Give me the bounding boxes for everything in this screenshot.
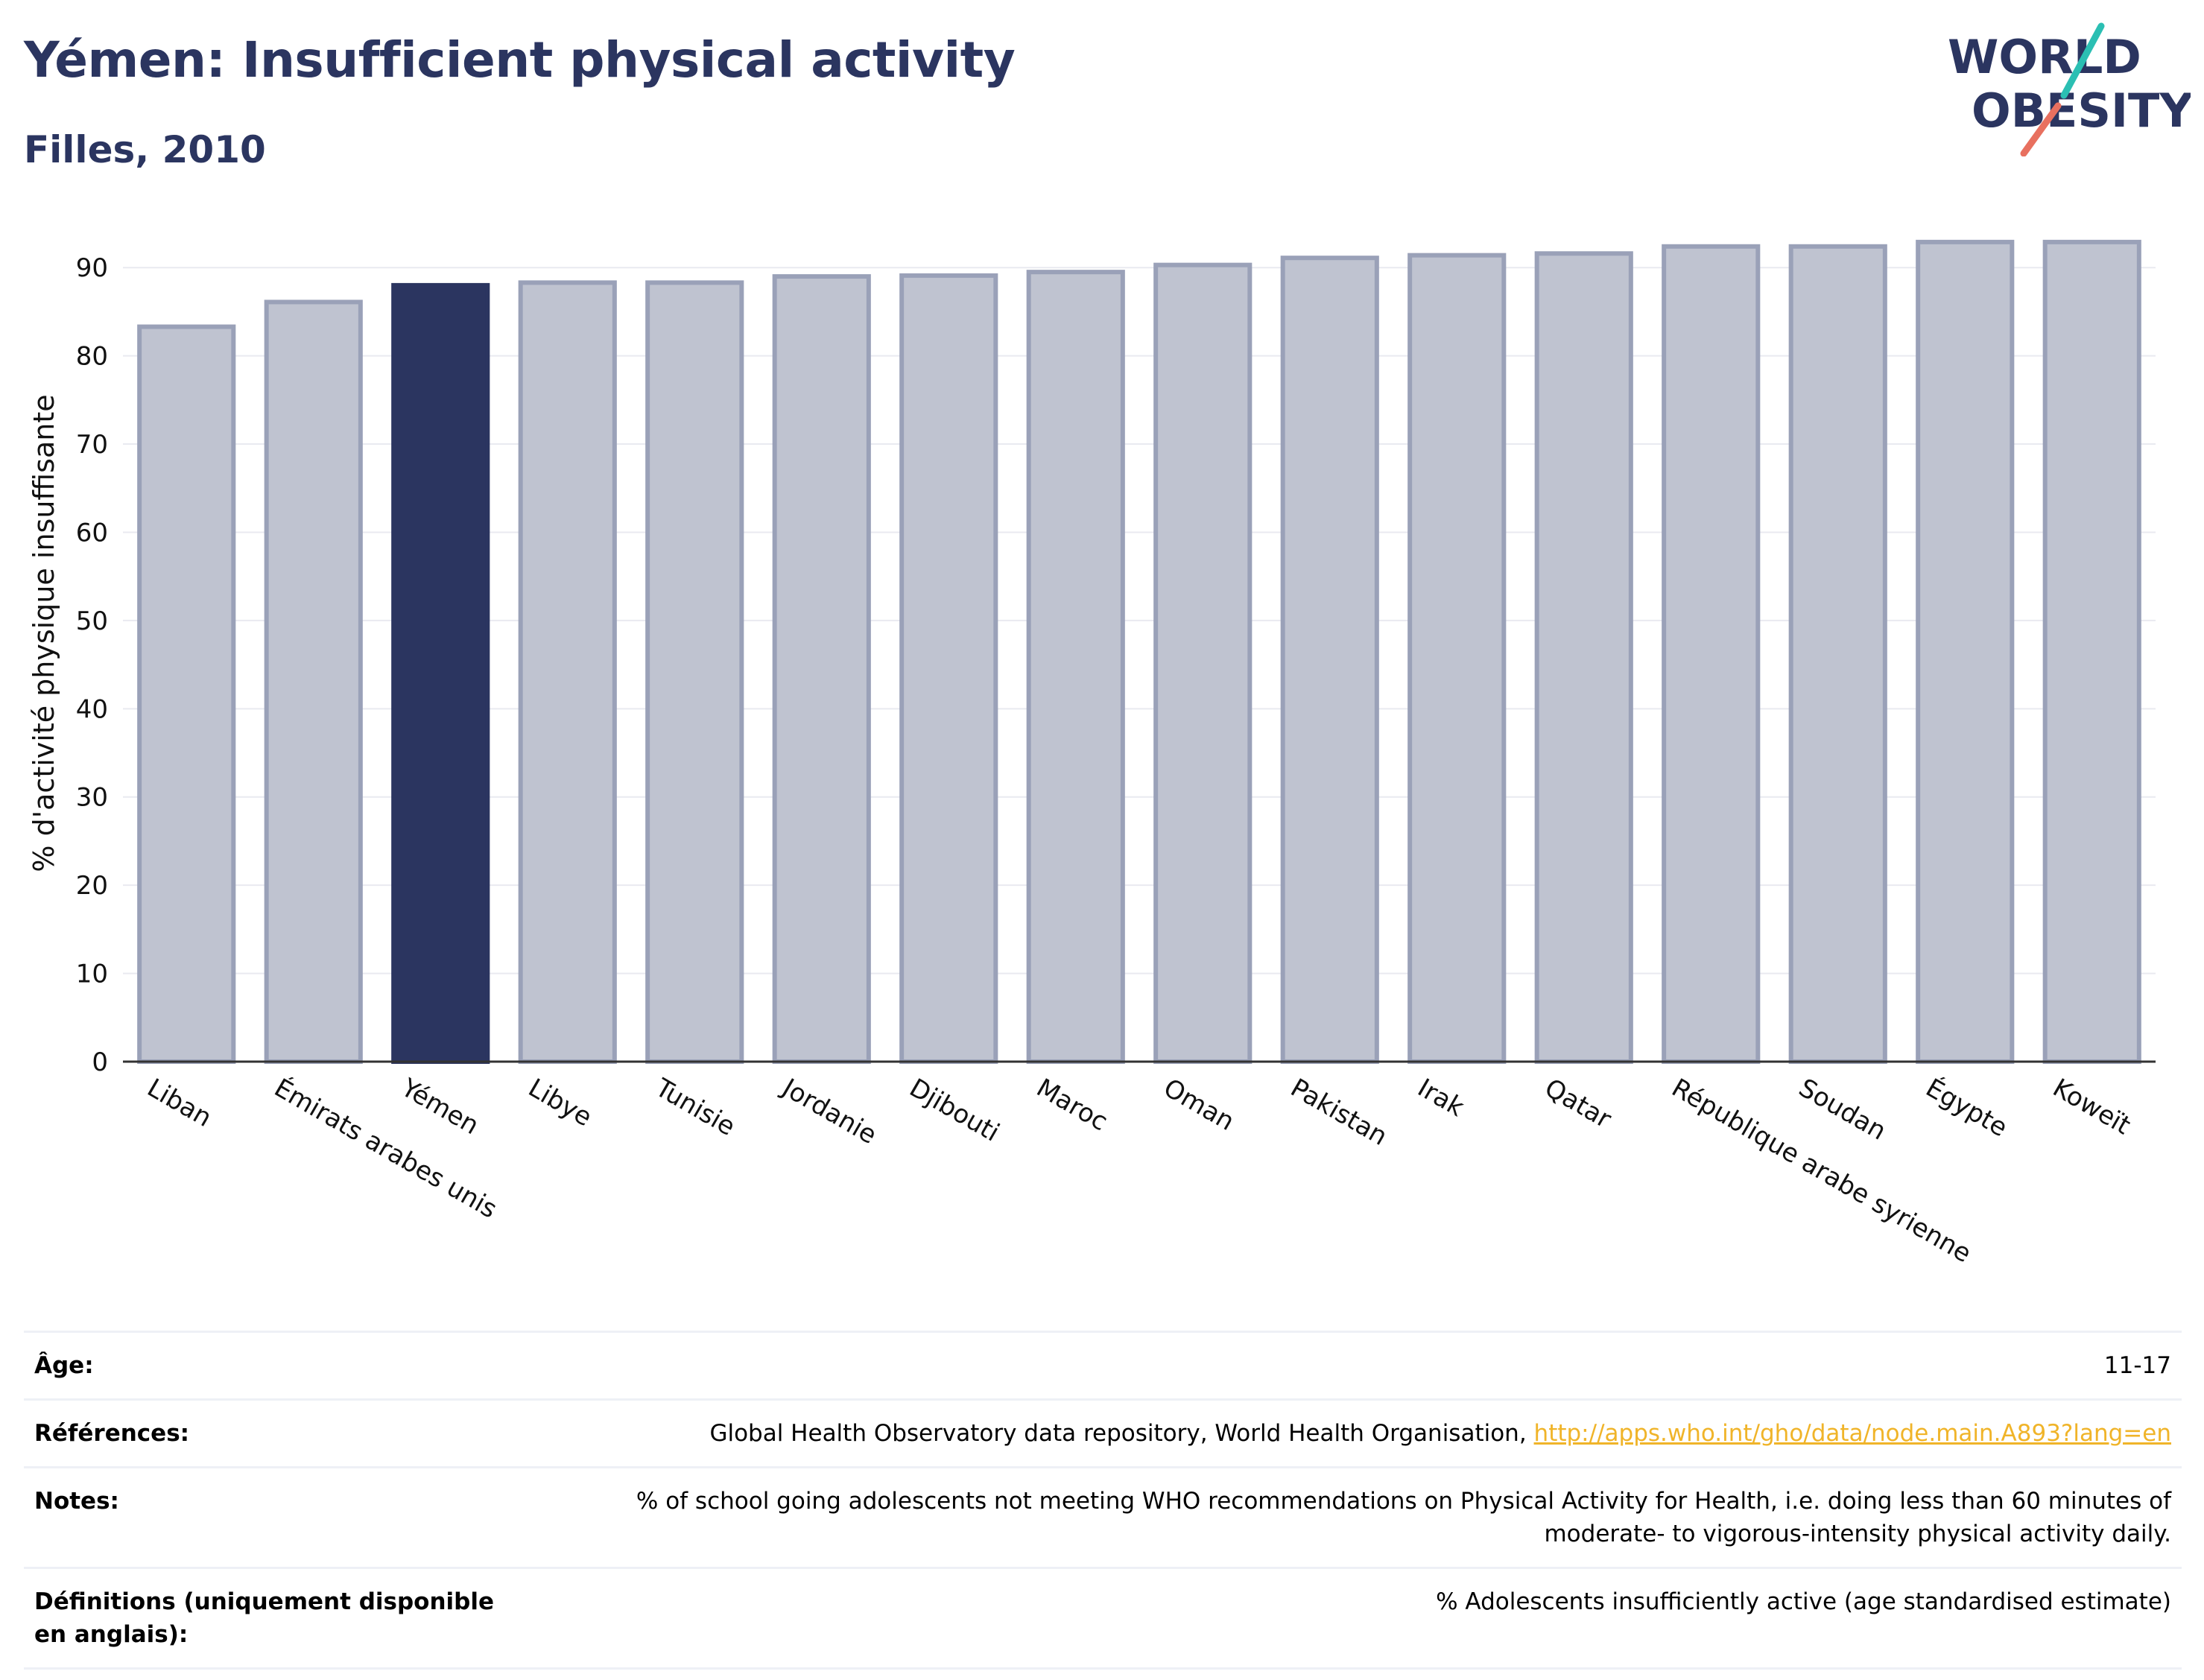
reference-link[interactable]: http://apps.who.int/gho/data/node.main.A… bbox=[1533, 1420, 2171, 1447]
y-tick-label: 50 bbox=[76, 606, 108, 636]
metadata-table: Âge: 11-17 Références: Global Health Obs… bbox=[24, 1331, 2182, 1670]
x-tick-label: Qatar bbox=[1539, 1073, 1616, 1135]
bar-2 bbox=[391, 282, 490, 1064]
x-tick-label: Libye bbox=[523, 1073, 597, 1132]
meta-label: Références: bbox=[24, 1398, 522, 1468]
y-tick-label: 80 bbox=[76, 342, 108, 372]
y-tick-label: 70 bbox=[76, 430, 108, 460]
meta-label: Âge: bbox=[24, 1331, 522, 1400]
bar-7 bbox=[1026, 270, 1125, 1064]
x-tick-label: Djibouti bbox=[905, 1073, 1004, 1148]
chart-title: Yémen: Insufficient physical activity bbox=[24, 31, 1016, 89]
logo-slash-coral bbox=[2020, 102, 2062, 156]
meta-label: Définitions (uniquement disponible en an… bbox=[24, 1567, 522, 1670]
meta-row-references: Références: Global Health Observatory da… bbox=[24, 1398, 2182, 1468]
y-axis-label: % d'activité physique insuffisante bbox=[28, 394, 60, 872]
meta-value-references: Global Health Observatory data repositor… bbox=[522, 1398, 2182, 1468]
bar-3 bbox=[518, 280, 617, 1064]
logo-slash-teal bbox=[2060, 22, 2105, 99]
bar-12 bbox=[1662, 244, 1761, 1065]
y-tick-label: 0 bbox=[92, 1047, 108, 1077]
world-obesity-logo: WORLD OBESITY bbox=[1948, 22, 2191, 156]
x-tick-label: Soudan bbox=[1793, 1073, 1891, 1147]
bar-14 bbox=[1916, 239, 2015, 1064]
bar-6 bbox=[899, 273, 998, 1064]
y-tick-label: 30 bbox=[76, 783, 108, 813]
bar-13 bbox=[1788, 244, 1887, 1065]
x-tick-label: Égypte bbox=[1921, 1072, 2013, 1143]
bar-9 bbox=[1280, 256, 1379, 1064]
x-tick-label: Tunisie bbox=[650, 1073, 741, 1142]
logo-line-obesity: OBESITY bbox=[1972, 83, 2191, 138]
bar-0 bbox=[137, 324, 236, 1065]
chart-subtitle: Filles, 2010 bbox=[24, 128, 266, 171]
meta-row-age: Âge: 11-17 bbox=[24, 1331, 2182, 1400]
meta-value: % Adolescents insufficiently active (age… bbox=[522, 1567, 2182, 1670]
x-tick-label: Pakistan bbox=[1285, 1073, 1392, 1152]
bar-chart: 0 10 20 30 40 50 60 70 80 90 Liban Émirats arabes … bbox=[28, 239, 2156, 1269]
x-tick-label: Liban bbox=[142, 1073, 217, 1133]
meta-value: 11-17 bbox=[522, 1331, 2182, 1400]
bar-10 bbox=[1407, 253, 1507, 1064]
bar-15 bbox=[2042, 239, 2141, 1064]
bar-4 bbox=[645, 280, 744, 1064]
meta-row-definitions: Définitions (uniquement disponible en an… bbox=[24, 1567, 2182, 1670]
bar-8 bbox=[1153, 262, 1253, 1065]
y-tick-label: 40 bbox=[76, 694, 108, 724]
meta-value: % of school going adolescents not meetin… bbox=[522, 1466, 2182, 1568]
meta-value: Global Health Observatory data repositor… bbox=[709, 1420, 1534, 1447]
x-tick-label: Jordanie bbox=[776, 1072, 882, 1150]
bar-11 bbox=[1534, 251, 1633, 1064]
x-tick-label: Maroc bbox=[1031, 1073, 1112, 1137]
logo-line-world: WORLD bbox=[1948, 30, 2141, 84]
x-tick-label: Koweït bbox=[2048, 1073, 2135, 1141]
x-tick-label: Yémen bbox=[396, 1073, 484, 1141]
y-tick-labels: 0 10 20 30 40 50 60 70 80 90 bbox=[76, 253, 108, 1077]
x-tick-label: Oman bbox=[1159, 1073, 1240, 1137]
meta-row-notes: Notes: % of school going adolescents not… bbox=[24, 1466, 2182, 1568]
x-tick-label: Émirats arabes unis bbox=[269, 1072, 502, 1224]
bar-1 bbox=[264, 299, 363, 1065]
y-tick-label: 60 bbox=[76, 518, 108, 548]
x-tick-label: Irak bbox=[1413, 1073, 1469, 1123]
bar-5 bbox=[772, 274, 871, 1065]
bars bbox=[137, 239, 2141, 1065]
y-tick-label: 20 bbox=[76, 871, 108, 901]
meta-label: Notes: bbox=[24, 1466, 522, 1568]
y-tick-label: 10 bbox=[76, 960, 108, 989]
y-tick-label: 90 bbox=[76, 253, 108, 283]
